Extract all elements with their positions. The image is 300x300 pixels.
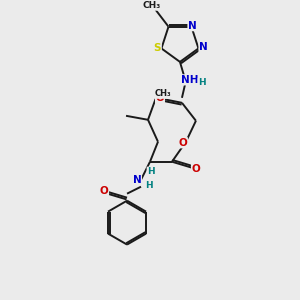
Text: N: N — [133, 175, 141, 185]
Text: O: O — [192, 164, 200, 174]
Text: N: N — [188, 21, 197, 31]
Text: H: H — [198, 78, 206, 87]
Text: H: H — [145, 181, 153, 190]
Text: CH₃: CH₃ — [142, 1, 161, 10]
Text: H: H — [147, 167, 155, 176]
Text: N: N — [199, 42, 208, 52]
Text: O: O — [178, 138, 187, 148]
Text: CH₃: CH₃ — [155, 89, 171, 98]
Text: O: O — [156, 93, 164, 103]
Text: NH: NH — [181, 75, 199, 85]
Text: S: S — [154, 44, 161, 53]
Text: O: O — [100, 186, 108, 196]
